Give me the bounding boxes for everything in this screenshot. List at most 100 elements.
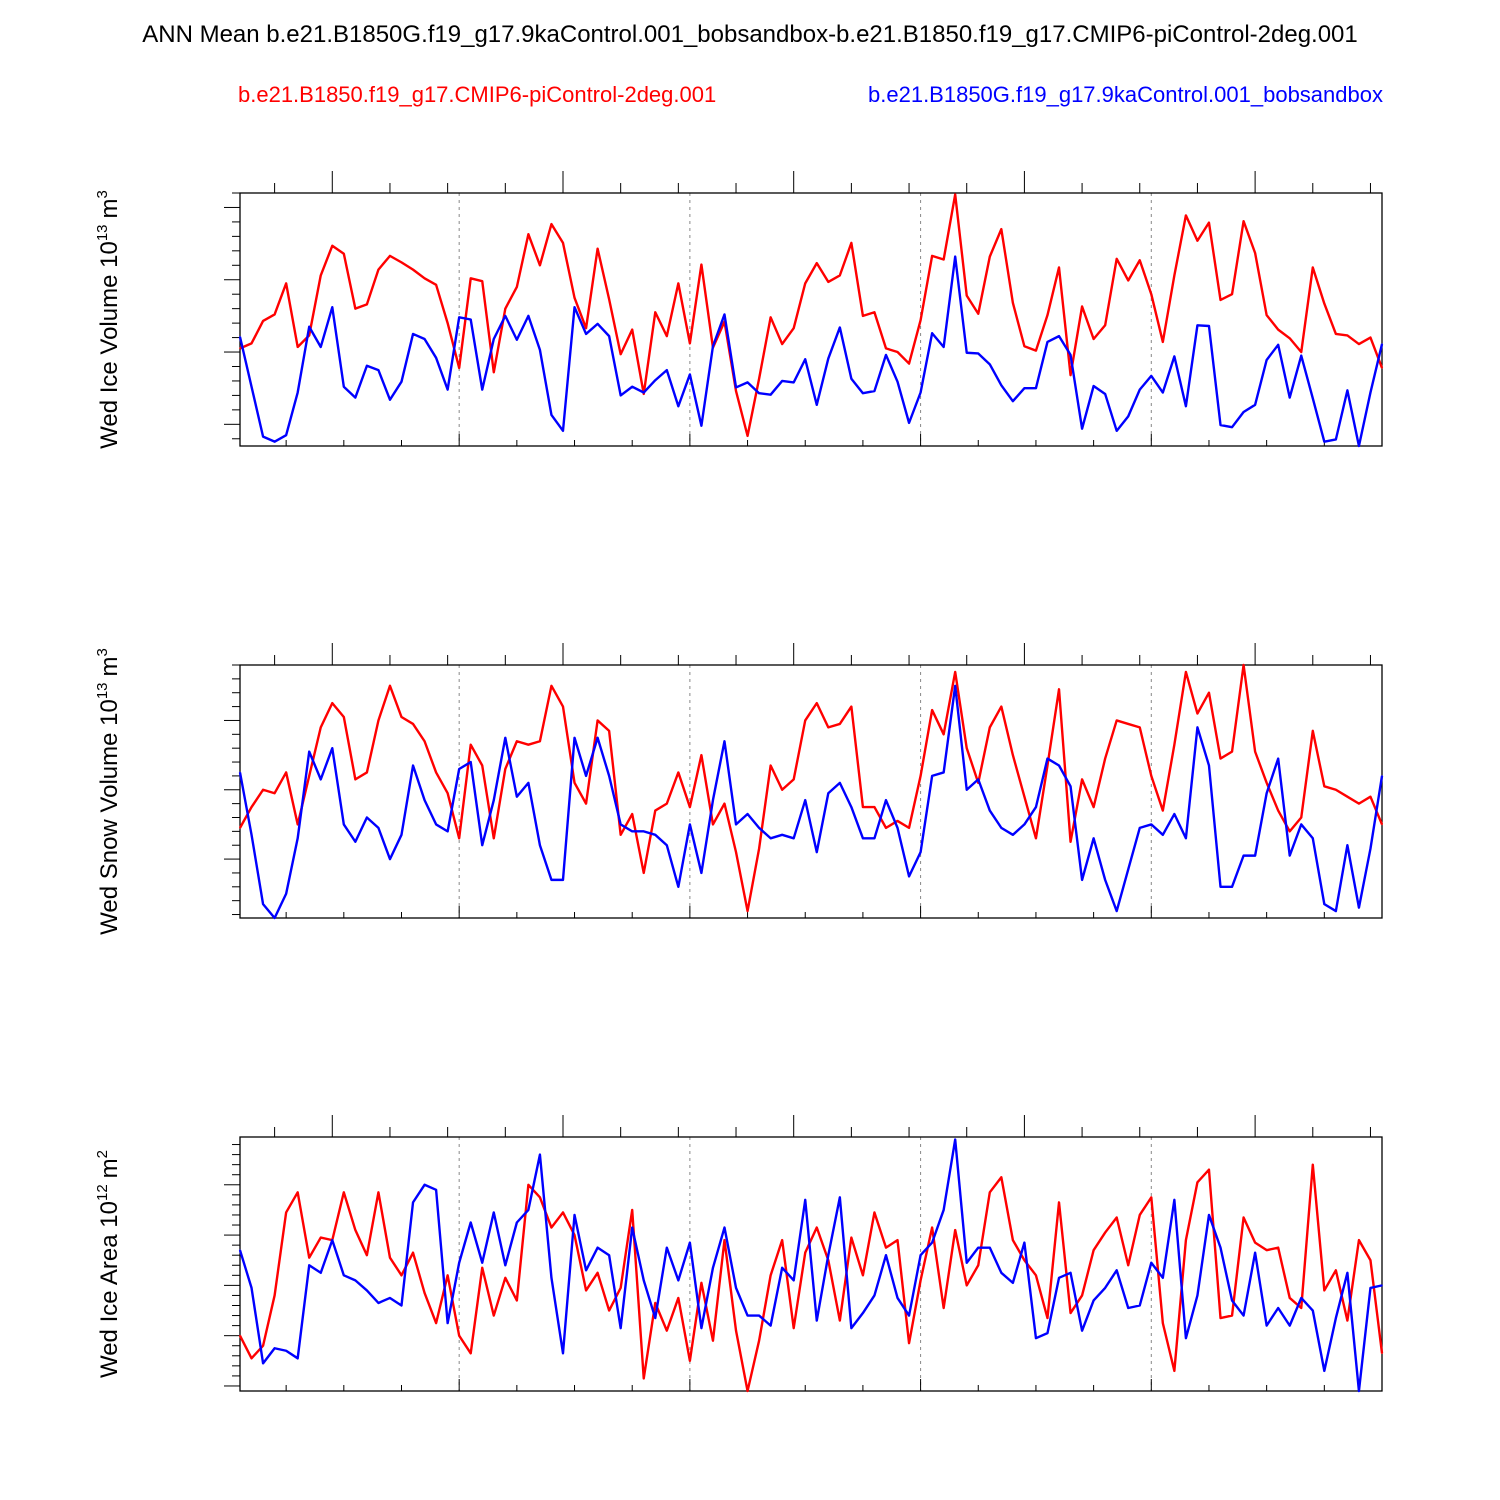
- data-point: [273, 792, 276, 795]
- data-point: [1231, 1314, 1233, 1317]
- data-point: [792, 837, 795, 840]
- data-point: [1023, 823, 1026, 826]
- data-point: [446, 830, 449, 833]
- data-point: [527, 743, 530, 746]
- data-point: [1242, 220, 1245, 222]
- data-point: [400, 1274, 403, 1277]
- data-point: [1115, 1216, 1118, 1219]
- y-axis-label-part: Wed Snow Volume 10: [96, 699, 123, 935]
- data-point: [492, 338, 495, 340]
- data-point: [354, 840, 357, 843]
- data-point: [1115, 430, 1118, 432]
- data-point: [608, 1254, 610, 1256]
- data-point: [1081, 879, 1083, 881]
- data-point: [931, 332, 933, 335]
- data-point: [1185, 1337, 1187, 1339]
- data-point: [458, 837, 460, 840]
- chart-panel-2: Wed Snow Volume 1013 m3: [94, 643, 1384, 935]
- data-point: [377, 1302, 380, 1304]
- data-point: [804, 1199, 807, 1201]
- data-point: [815, 702, 818, 704]
- plot-frame: [239, 1136, 1383, 1392]
- data-point: [954, 671, 956, 673]
- data-point: [631, 385, 634, 388]
- data-point: [619, 353, 622, 355]
- data-point: [1231, 1299, 1233, 1302]
- data-point: [862, 1312, 864, 1314]
- data-point: [389, 255, 391, 257]
- data-point: [689, 342, 691, 345]
- data-point: [942, 733, 945, 736]
- y-axis-label-part: m: [96, 656, 123, 676]
- data-point: [1173, 813, 1176, 815]
- data-point: [343, 252, 345, 255]
- data-point: [1023, 1241, 1026, 1244]
- data-point: [827, 357, 830, 360]
- data-point: [792, 1279, 795, 1282]
- data-point: [1219, 757, 1222, 760]
- data-point: [400, 261, 403, 264]
- data-point: [1092, 806, 1095, 808]
- data-point: [862, 392, 864, 395]
- data-point: [366, 771, 368, 774]
- data-point: [1288, 1297, 1291, 1299]
- data-point: [1358, 343, 1360, 345]
- data-point: [1162, 391, 1164, 394]
- data-point: [539, 349, 541, 351]
- data-point: [862, 315, 864, 317]
- data-point: [1081, 1294, 1083, 1297]
- data-point: [423, 277, 426, 280]
- data-point: [1231, 293, 1233, 296]
- data-point: [850, 1327, 853, 1329]
- data-point: [896, 820, 899, 822]
- data-point: [516, 795, 518, 798]
- data-point: [1381, 1352, 1383, 1355]
- data-point: [689, 823, 691, 826]
- data-point: [596, 247, 599, 250]
- data-point: [1138, 388, 1141, 391]
- data-point: [654, 311, 657, 314]
- data-point: [1277, 809, 1279, 812]
- data-point: [908, 1314, 910, 1317]
- y-axis-label: Wed Ice Volume 1013 m3: [94, 190, 123, 449]
- data-point: [1012, 834, 1014, 836]
- data-point: [1092, 385, 1095, 387]
- data-point: [977, 1246, 980, 1249]
- data-point: [735, 1287, 737, 1289]
- data-point: [666, 1246, 668, 1249]
- data-point: [919, 319, 922, 322]
- data-point: [1173, 1370, 1176, 1372]
- data-point: [689, 806, 691, 808]
- data-point: [1058, 266, 1060, 269]
- data-point: [1092, 338, 1095, 340]
- data-point: [573, 782, 576, 784]
- data-point: [308, 775, 311, 777]
- data-point: [262, 1362, 264, 1365]
- data-point: [412, 333, 414, 335]
- data-point: [1358, 1239, 1360, 1241]
- y-axis-label-part: 3: [94, 648, 111, 656]
- data-point: [1138, 1304, 1141, 1307]
- data-point: [1288, 830, 1291, 833]
- data-point: [262, 435, 264, 438]
- data-point: [446, 1322, 449, 1324]
- data-point: [1162, 809, 1164, 812]
- data-point: [712, 1339, 714, 1342]
- data-point: [850, 242, 853, 244]
- data-point: [343, 385, 345, 388]
- data-point: [1104, 1231, 1106, 1234]
- data-point: [1323, 1370, 1326, 1372]
- data-point: [435, 771, 437, 774]
- data-point: [1162, 1322, 1164, 1324]
- data-point: [1012, 754, 1014, 756]
- data-point: [1115, 719, 1118, 722]
- data-point: [1231, 426, 1233, 429]
- data-point: [1000, 228, 1003, 230]
- data-point: [839, 1319, 841, 1322]
- data-point: [469, 761, 472, 763]
- data-point: [250, 1287, 253, 1289]
- data-point: [435, 1189, 437, 1191]
- data-point: [435, 284, 437, 286]
- data-point: [550, 879, 553, 881]
- plot-frame: [239, 664, 1383, 919]
